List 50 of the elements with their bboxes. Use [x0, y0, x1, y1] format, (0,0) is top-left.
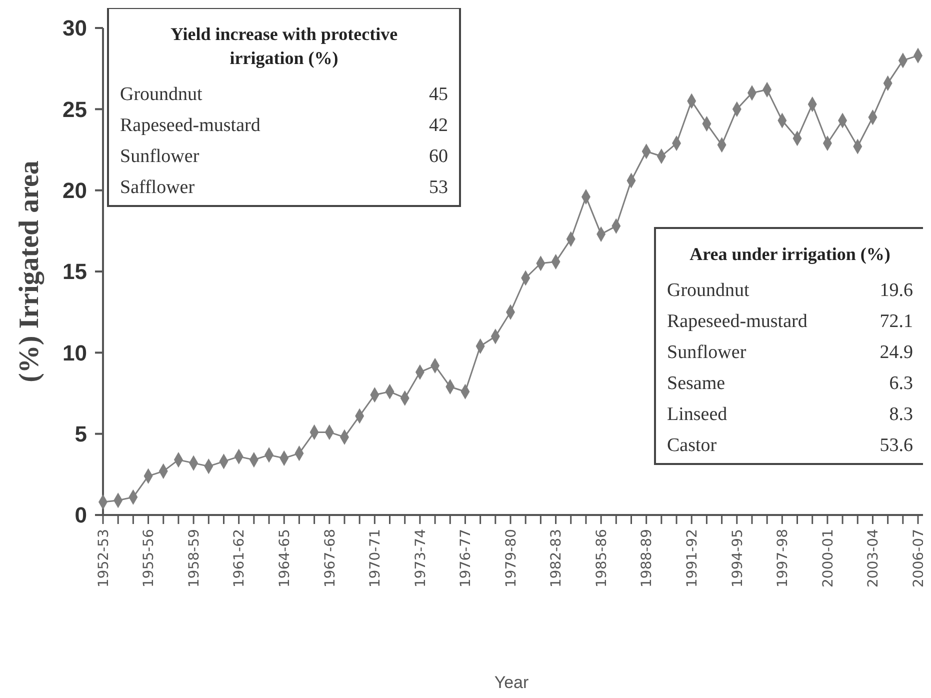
x-tick-label: 1994-95: [730, 529, 746, 588]
x-tick-label: 1952-53: [96, 529, 112, 588]
category-label: Sunflower: [120, 146, 200, 167]
data-label: 72.1: [880, 311, 913, 332]
x-tick-label: 1970-71: [368, 529, 384, 588]
x-tick-label: 2006-07: [910, 529, 927, 588]
x-tick-label: 1997-98: [775, 529, 792, 588]
x-tick-label: 1991-92: [684, 529, 701, 588]
text: Yield increase with protective irrigation (%): [170, 24, 398, 68]
x-tick-label: 2003-04: [866, 528, 882, 588]
data-label: 60: [429, 146, 448, 167]
y-tick-label: 10: [62, 340, 87, 366]
x-tick-label: 1988-89: [639, 529, 656, 588]
category-label: Safflower: [120, 177, 196, 198]
x-tick-label: 1961-62: [232, 529, 248, 588]
category-label: Castor: [667, 435, 718, 456]
x-tick-label: 1973-74: [412, 528, 429, 588]
y-tick-label: 20: [62, 178, 87, 204]
x-tick-label: 1955-56: [141, 528, 158, 588]
category-label: Rapeseed-mustard: [667, 311, 808, 332]
x-tick-label: 1985-86: [594, 528, 610, 588]
x-axis-title: Year: [494, 673, 530, 692]
category-label: Sesame: [667, 373, 726, 394]
data-label: 6.3: [889, 373, 913, 394]
y-axis-title: (%) Irrigated area: [14, 160, 45, 382]
x-tick-label: 1964-65: [277, 529, 294, 588]
category-label: Groundnut: [667, 280, 750, 301]
data-label: 53.6: [880, 435, 913, 456]
y-tick-label: 5: [74, 422, 87, 447]
data-label: 42: [429, 115, 448, 136]
x-tick-label: 1976-77: [458, 529, 474, 588]
category-label: Linseed: [667, 404, 728, 425]
data-label: 53: [429, 177, 448, 198]
x-tick-label: 1979-80: [503, 529, 520, 588]
y-tick-label: 30: [62, 16, 87, 41]
data-label: 24.9: [880, 342, 913, 363]
text: Area under irrigation (%): [690, 244, 890, 264]
x-tick-label: 2000-01: [820, 529, 836, 588]
category-label: Rapeseed-mustard: [120, 115, 261, 136]
category-label: Groundnut: [120, 84, 204, 105]
category-label: Sunflower: [667, 342, 747, 363]
data-label: 45: [429, 84, 448, 105]
y-tick-label: 15: [62, 259, 87, 284]
y-tick-label: 0: [74, 502, 87, 528]
data-label: 8.3: [889, 404, 913, 425]
x-tick-label: 1982-83: [548, 529, 565, 588]
x-tick-label: 1958-59: [186, 529, 202, 588]
y-tick-label: 25: [62, 96, 87, 122]
data-label: 19.6: [880, 280, 913, 301]
x-tick-label: 1967-68: [322, 529, 338, 588]
